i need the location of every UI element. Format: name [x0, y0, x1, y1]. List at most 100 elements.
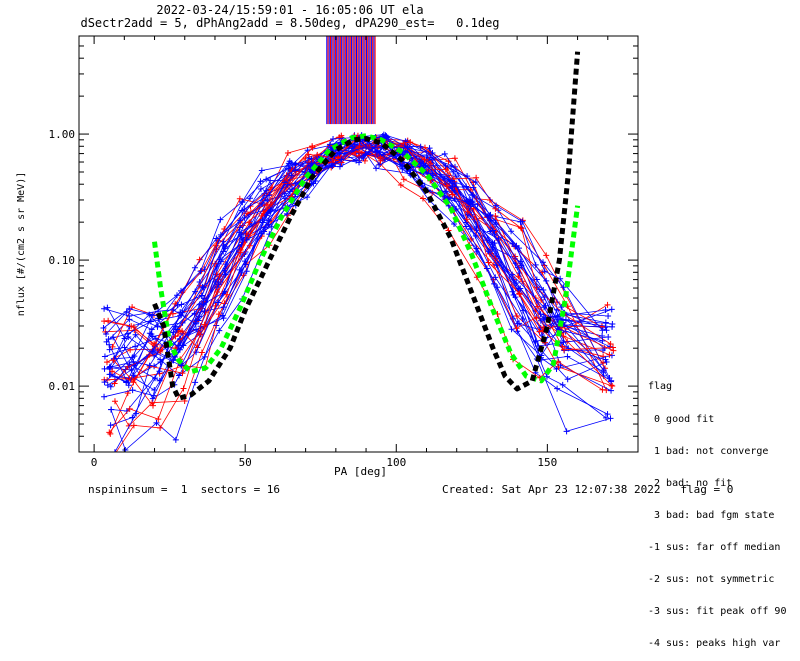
data-point	[100, 325, 107, 331]
data-point	[560, 284, 567, 291]
data-point	[101, 305, 108, 312]
data-point	[238, 235, 245, 242]
data-point	[130, 323, 137, 330]
data-point	[608, 306, 615, 313]
data-point	[223, 291, 230, 298]
data-point	[259, 216, 266, 223]
plot-frame	[78, 35, 639, 453]
data-point	[110, 357, 117, 364]
data-point	[106, 371, 113, 378]
data-point	[196, 331, 203, 338]
spectrum-line	[113, 137, 612, 386]
legend-item: -2 sus: not symmetric	[648, 574, 775, 586]
data-point	[493, 202, 500, 209]
data-point	[196, 282, 203, 289]
data-point	[216, 327, 223, 334]
data-point	[486, 250, 493, 257]
data-point	[599, 337, 606, 344]
data-point	[259, 200, 266, 207]
data-point	[150, 392, 157, 399]
data-point	[126, 313, 133, 320]
data-curves	[100, 131, 617, 452]
data-point	[111, 398, 118, 405]
x-tick-label: 150	[537, 456, 557, 469]
spectrum-line	[114, 146, 603, 452]
data-point	[191, 264, 198, 271]
data-point	[421, 144, 428, 151]
spectrum-line	[104, 135, 609, 357]
data-point	[534, 303, 541, 310]
data-point	[421, 156, 428, 163]
y-axis-label: nflux [#/(cm2 s sr MeV)]	[16, 171, 27, 317]
data-point	[373, 149, 380, 156]
data-point	[101, 365, 108, 372]
data-point	[103, 338, 110, 345]
data-point	[356, 143, 363, 150]
data-point	[532, 261, 539, 268]
data-point	[512, 243, 519, 250]
spectrum-line	[104, 135, 614, 352]
data-point	[330, 135, 337, 142]
data-point	[490, 227, 497, 234]
data-point	[472, 179, 479, 186]
vertical-marker-lines	[326, 36, 376, 125]
flag-legend: flag 0 good fit 1 bad: not converge 2 ba…	[648, 361, 786, 661]
data-point	[247, 195, 254, 202]
data-point	[103, 331, 110, 338]
data-point	[180, 385, 187, 392]
x-axis-label: PA [deg]	[334, 465, 387, 478]
legend-item: -1 sus: far off median	[648, 541, 781, 553]
data-point	[129, 387, 136, 394]
green-fit-curve	[152, 133, 581, 384]
data-point	[304, 194, 311, 201]
data-point	[217, 216, 224, 223]
data-point	[101, 353, 108, 360]
data-point	[469, 191, 476, 198]
data-point	[362, 143, 369, 150]
data-point	[606, 374, 613, 381]
chart-title: 2022-03-24/15:59:01 - 16:05:06 UT ela	[156, 3, 424, 17]
data-point	[130, 358, 137, 365]
data-point	[101, 393, 108, 400]
data-point	[131, 353, 138, 360]
data-point	[533, 284, 540, 291]
data-point	[258, 167, 265, 174]
data-point	[106, 429, 113, 436]
data-point	[121, 335, 128, 342]
spectrum-line	[107, 136, 609, 386]
data-point	[449, 177, 456, 184]
data-point	[258, 230, 265, 237]
fit-curves	[152, 51, 581, 401]
data-point	[239, 198, 246, 205]
data-point	[564, 376, 571, 383]
data-point	[373, 165, 380, 172]
spectrum-line	[104, 134, 603, 398]
data-point	[485, 248, 492, 255]
legend-item: 1 bad: not converge	[648, 445, 769, 457]
data-point	[513, 313, 520, 320]
data-point	[149, 348, 156, 355]
data-point	[192, 317, 199, 324]
data-point	[192, 288, 199, 295]
data-point	[543, 252, 550, 259]
data-point	[213, 235, 220, 242]
data-point	[399, 165, 406, 172]
footer-left: nspininsum = 1 sectors = 16	[88, 483, 281, 496]
data-point	[246, 219, 253, 226]
data-point	[241, 258, 248, 265]
data-point	[103, 359, 110, 366]
data-point	[609, 344, 616, 351]
data-point	[107, 430, 114, 437]
data-point	[419, 195, 426, 202]
data-point	[308, 160, 315, 167]
legend-item: 2 bad: no fit	[648, 477, 733, 489]
legend-item: 3 bad: bad fgm state	[648, 509, 775, 521]
data-point	[513, 325, 520, 332]
data-point	[518, 262, 525, 269]
data-point	[604, 411, 611, 418]
data-point	[157, 424, 164, 431]
spectrum-line	[108, 141, 611, 433]
data-point	[376, 161, 383, 168]
data-point	[198, 349, 205, 356]
data-point	[175, 342, 182, 349]
